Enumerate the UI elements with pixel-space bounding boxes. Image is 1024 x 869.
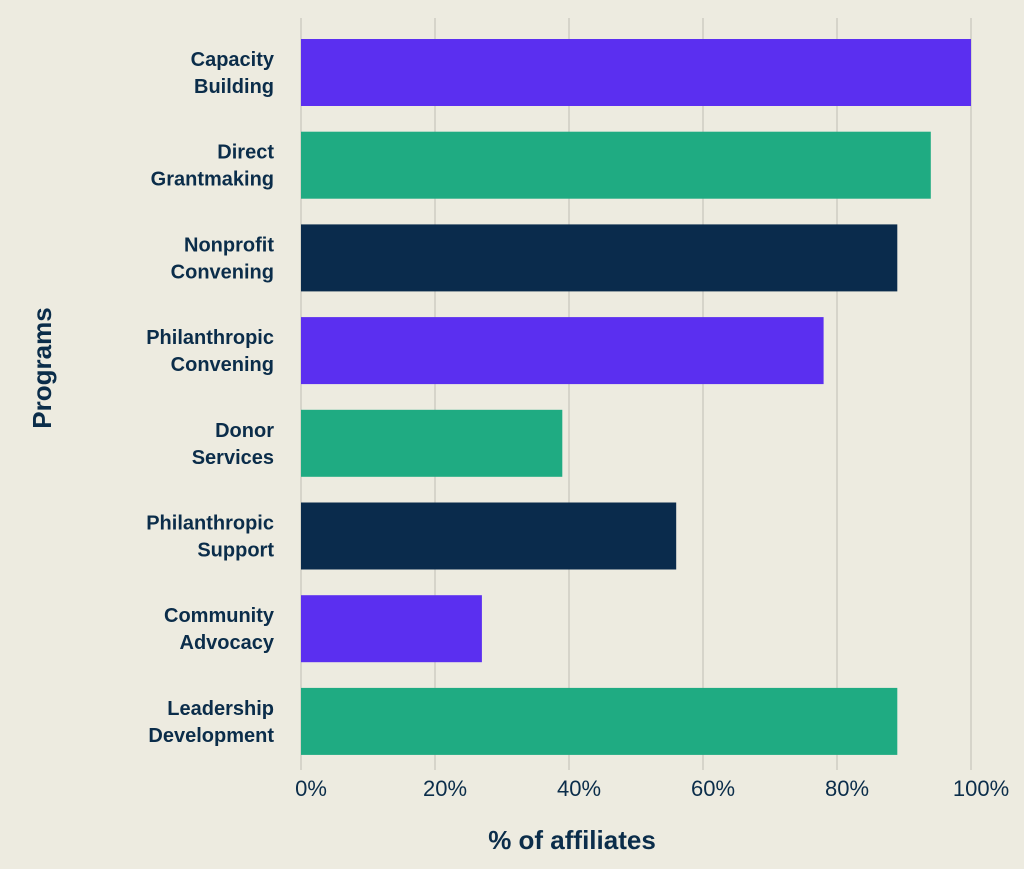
bar <box>301 595 482 663</box>
category-label: Nonprofit Convening <box>171 234 275 283</box>
category-label: Leadership Development <box>148 698 274 747</box>
bar <box>301 409 563 477</box>
bars <box>301 39 971 755</box>
category-label: Community Advocacy <box>164 605 275 654</box>
category-label: Direct Grantmaking <box>151 142 275 191</box>
bar <box>301 502 677 570</box>
bar <box>301 131 931 199</box>
category-label: Donor Services <box>192 420 275 469</box>
x-tick-label: 60% <box>691 776 735 801</box>
category-label: Capacity Building <box>191 49 275 98</box>
bar <box>301 317 824 385</box>
bar <box>301 39 971 106</box>
category-label: Philanthropic Convening <box>146 327 274 376</box>
x-tick-label: 80% <box>825 776 869 801</box>
x-tick-label: 0% <box>295 776 327 801</box>
bar <box>301 687 898 755</box>
y-axis-title: Programs <box>27 307 57 428</box>
x-tick-label: 40% <box>557 776 601 801</box>
x-tick-label: 20% <box>423 776 467 801</box>
x-tick-label: 100% <box>953 776 1009 801</box>
bar <box>301 224 898 292</box>
x-axis-title: % of affiliates <box>488 825 656 855</box>
x-tick-labels: 0% 20% 40% 60% 80% 100% <box>295 776 1009 801</box>
category-labels: Capacity Building Direct Grantmaking Nonprof… <box>146 49 275 747</box>
category-label: Philanthropic Support <box>146 513 274 562</box>
